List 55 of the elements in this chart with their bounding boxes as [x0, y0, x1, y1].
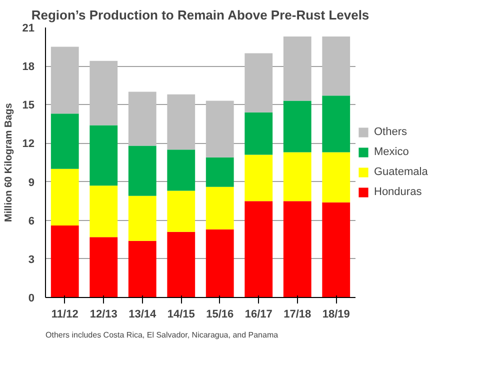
y-tick-label: 3	[28, 254, 35, 266]
bar	[206, 229, 234, 298]
bar	[50, 46, 79, 114]
bar	[90, 186, 118, 238]
bar	[50, 226, 79, 298]
y-tick-label: 15	[22, 100, 35, 112]
bar	[128, 92, 156, 146]
bar	[206, 157, 234, 187]
x-tick-label: 18/19	[322, 308, 350, 320]
bar	[128, 196, 156, 241]
bar	[244, 154, 273, 202]
bar	[128, 240, 156, 298]
bar	[167, 150, 196, 191]
bar	[167, 190, 196, 232]
legend-label: Honduras	[374, 186, 422, 198]
bar	[50, 168, 79, 226]
text: Others includes Costa Rica, El Salvador, Nicaragua, and Panama	[46, 330, 279, 340]
y-tick-label: 21	[22, 22, 35, 34]
bar	[322, 36, 350, 96]
bar	[322, 96, 350, 152]
y-tick-label: 0	[28, 292, 35, 304]
bar	[283, 201, 312, 298]
bar	[322, 202, 350, 298]
bar	[206, 186, 234, 230]
y-axis-title: Million 60 Kilogram Bags	[3, 102, 14, 222]
legend-label: Mexico	[374, 146, 409, 158]
x-tick-label: 11/12	[51, 308, 78, 320]
x-tick-label: 12/13	[90, 308, 118, 320]
y-tick-label: 12	[22, 138, 35, 150]
bar	[206, 100, 234, 158]
chart-title: Region’s Production to Remain Above Pre-Rust Levels	[31, 8, 370, 22]
bar	[244, 112, 273, 155]
bar	[283, 100, 312, 152]
bar	[322, 152, 350, 202]
legend-label: Guatemala	[374, 166, 428, 178]
bar	[167, 94, 196, 150]
bar	[283, 36, 312, 101]
bar	[90, 60, 118, 126]
y-tick-label: 18	[22, 61, 35, 74]
bar	[50, 114, 79, 169]
bar	[167, 232, 196, 298]
x-tick-label: 17/18	[284, 308, 312, 320]
y-tick-label: 9	[28, 176, 35, 189]
x-tick-label: 13/14	[128, 308, 158, 320]
bar	[90, 125, 118, 186]
x-tick-label: 14/15	[167, 308, 195, 320]
bar	[283, 152, 312, 202]
bar	[244, 201, 273, 298]
bar	[128, 146, 156, 196]
bar	[244, 53, 273, 112]
legend-label: Others	[374, 126, 408, 138]
x-tick-label: 16/17	[244, 308, 272, 320]
x-tick-label: 15/16	[206, 308, 234, 320]
y-tick-label: 6	[28, 215, 35, 228]
bar	[90, 237, 118, 298]
